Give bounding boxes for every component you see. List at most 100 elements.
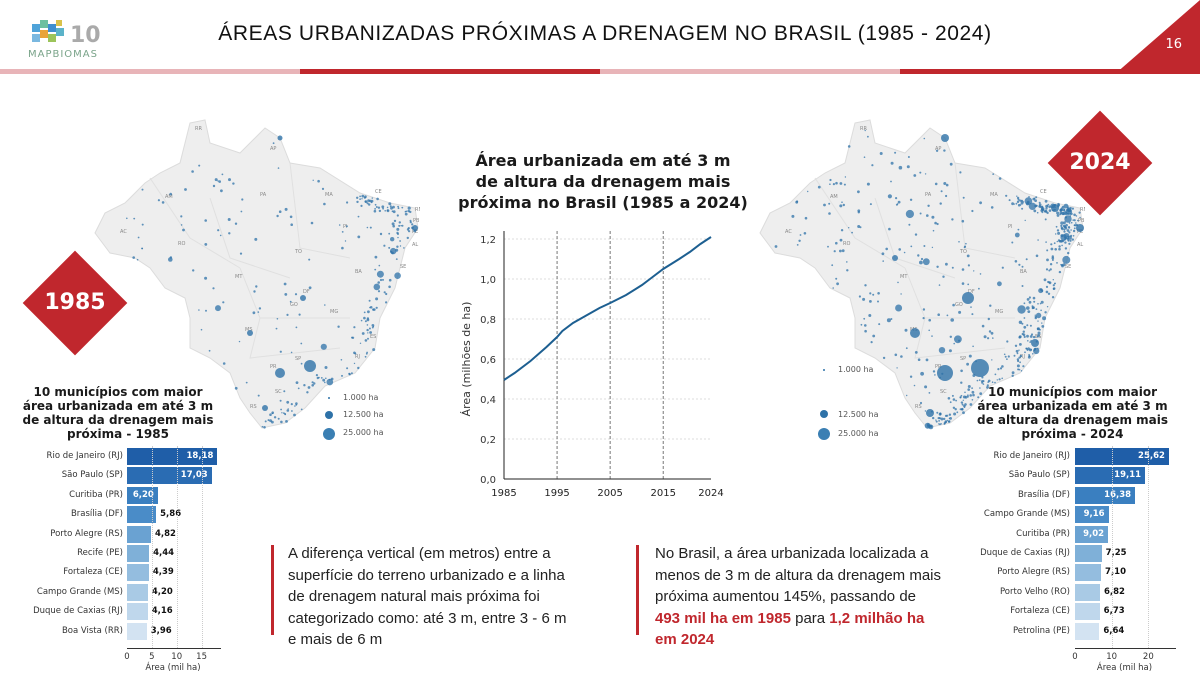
urban-area-dot xyxy=(390,206,393,210)
urban-area-dot xyxy=(965,242,967,245)
urban-area-dot xyxy=(954,335,962,344)
urban-area-dot xyxy=(398,224,401,227)
bar-label: Porto Velho (RO) xyxy=(999,586,1070,597)
urban-area-dot xyxy=(1075,222,1077,224)
urban-area-dot xyxy=(1034,314,1036,316)
urban-area-dot xyxy=(890,180,892,183)
urban-area-dot xyxy=(953,412,957,416)
urban-area-dot xyxy=(823,203,826,207)
bar-chart-1985: Rio de Janeiro (RJ) 18,18 São Paulo (SP) 17… xyxy=(0,440,240,675)
urban-area-dot xyxy=(300,342,303,345)
state-label: RN xyxy=(1080,207,1085,213)
urban-area-dot xyxy=(261,425,264,428)
urban-area-dot xyxy=(828,202,831,205)
urban-area-dot xyxy=(981,376,984,379)
note-text: para xyxy=(790,609,830,627)
state-border xyxy=(914,317,1006,359)
urban-area-dot xyxy=(363,311,366,314)
bar xyxy=(1075,486,1136,504)
urban-area-dot xyxy=(1058,245,1061,248)
page-number: 16 xyxy=(1165,37,1182,52)
urban-area-dot xyxy=(275,327,278,330)
urban-area-dot xyxy=(1061,239,1065,243)
urban-area-dot xyxy=(1067,235,1069,238)
urban-area-dot xyxy=(1064,211,1067,214)
urban-area-dot xyxy=(1072,235,1075,237)
urban-area-dot xyxy=(1050,247,1054,251)
urban-area-dot xyxy=(932,416,935,420)
urban-area-dot xyxy=(337,325,340,328)
urban-area-dot xyxy=(214,178,218,182)
urban-area-dot xyxy=(897,200,901,204)
urban-area-dot xyxy=(872,293,875,296)
urban-area-dot xyxy=(1051,255,1054,258)
urban-area-dot xyxy=(377,281,381,284)
urban-area-dot xyxy=(966,254,970,258)
urban-area-dot xyxy=(946,419,949,422)
urban-area-dot xyxy=(374,255,378,259)
urban-area-dot xyxy=(1063,225,1067,229)
urban-area-dot xyxy=(827,245,829,248)
urban-area-dot xyxy=(934,221,937,225)
urban-area-dot xyxy=(361,194,365,198)
bar-value-label: 19,11 xyxy=(1114,470,1142,481)
urban-area-dot xyxy=(847,145,851,148)
urban-area-dot xyxy=(399,240,401,242)
urban-area-dot xyxy=(1028,300,1032,304)
year-badge-label: 1985 xyxy=(44,290,106,315)
urban-area-dot xyxy=(923,137,926,140)
urban-area-dot xyxy=(857,225,861,228)
urban-area-dot xyxy=(291,410,293,412)
urban-area-dot xyxy=(295,381,299,384)
urban-area-dot xyxy=(1059,208,1063,212)
note-left: A diferença vertical (em metros) entre a… xyxy=(288,545,567,648)
legend-label: 12.500 ha xyxy=(838,410,879,419)
bar xyxy=(1075,467,1146,485)
urban-area-dot xyxy=(272,142,275,145)
line-chart-title-line: próxima no Brasil (1985 a 2024) xyxy=(458,193,748,212)
urban-area-dot xyxy=(991,359,993,361)
urban-area-dot xyxy=(909,198,913,201)
urban-area-dot xyxy=(278,210,282,213)
urban-area-dot xyxy=(281,412,283,414)
urban-area-dot xyxy=(988,330,992,333)
urban-area-dot xyxy=(1044,218,1047,221)
urban-area-dot xyxy=(377,206,381,209)
bar xyxy=(1075,622,1100,640)
state-label: PI xyxy=(343,224,348,230)
urban-area-dot xyxy=(1037,331,1041,335)
bar-label: Petrolina (PE) xyxy=(1012,625,1070,636)
urban-area-dot xyxy=(1042,316,1047,321)
note-highlight: 493 mil ha em 1985 xyxy=(655,609,791,627)
urban-area-dot xyxy=(375,306,378,309)
urban-area-dot xyxy=(273,416,277,419)
urban-area-dot xyxy=(378,264,381,267)
urban-area-dot xyxy=(1073,219,1076,222)
urban-area-dot xyxy=(346,201,349,204)
urban-area-dot xyxy=(958,241,960,243)
bar-value-label: 3,96 xyxy=(150,625,172,636)
state-border xyxy=(249,317,341,359)
urban-area-dot xyxy=(1013,354,1016,357)
urban-area-dot xyxy=(361,332,365,335)
bar xyxy=(127,486,158,504)
year-badge-label: 2024 xyxy=(1069,150,1131,175)
urban-area-dot xyxy=(914,351,918,354)
urban-area-dot xyxy=(1035,204,1038,207)
urban-area-dot xyxy=(799,234,802,236)
urban-area-dot-large xyxy=(304,360,316,372)
urban-area-dot xyxy=(1077,219,1079,222)
urban-area-dot xyxy=(388,278,392,282)
urban-area-dot xyxy=(926,423,930,427)
urban-area-dot xyxy=(1035,308,1038,310)
bar xyxy=(127,545,150,562)
urban-area-dot xyxy=(952,303,955,307)
bar-value-label: 4,20 xyxy=(151,586,173,597)
urban-area-dot xyxy=(1006,340,1009,343)
urban-area-dot xyxy=(1017,228,1020,231)
urban-area-dot xyxy=(1066,229,1070,232)
urban-area-dot xyxy=(835,181,838,185)
urban-area-dot xyxy=(1018,368,1021,371)
urban-area-dot xyxy=(1073,213,1076,217)
bar-value-label: 17,03 xyxy=(180,470,208,481)
